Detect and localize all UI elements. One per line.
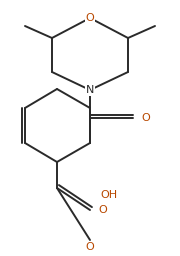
Text: OH: OH [100,190,117,200]
Text: O: O [86,242,94,252]
Text: O: O [98,205,107,215]
Text: O: O [86,13,94,23]
Text: O: O [141,113,150,123]
Text: N: N [86,85,94,95]
